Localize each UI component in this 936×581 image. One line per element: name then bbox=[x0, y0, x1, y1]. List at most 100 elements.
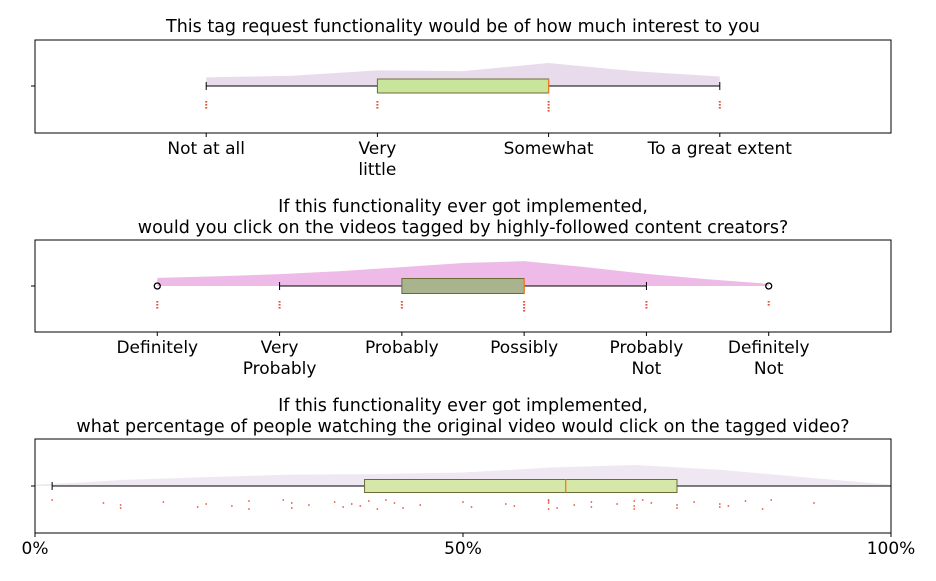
response-point bbox=[616, 503, 618, 505]
response-point bbox=[342, 506, 344, 508]
response-point bbox=[401, 307, 403, 309]
response-point bbox=[719, 506, 721, 508]
x-tick-label: Not bbox=[754, 359, 784, 379]
chart-title-line: If this functionality ever got implement… bbox=[278, 396, 648, 416]
x-tick-label: Probably bbox=[243, 359, 317, 379]
panel-click-creators: If this functionality ever got implement… bbox=[31, 197, 891, 379]
response-point bbox=[523, 310, 525, 312]
x-tick-label: Definitely bbox=[728, 338, 810, 358]
response-point bbox=[693, 501, 695, 503]
response-point bbox=[279, 301, 281, 303]
response-point bbox=[334, 501, 336, 503]
x-tick-label: Probably bbox=[365, 338, 439, 358]
response-point bbox=[156, 304, 158, 306]
response-point bbox=[156, 307, 158, 309]
response-point bbox=[308, 504, 310, 506]
response-point bbox=[591, 506, 593, 508]
response-point bbox=[676, 507, 678, 509]
response-point bbox=[633, 508, 635, 510]
response-point bbox=[402, 507, 404, 509]
x-tick-label: 0% bbox=[22, 539, 49, 559]
x-tick-label: Somewhat bbox=[504, 139, 594, 159]
response-point bbox=[205, 107, 207, 109]
chart-title-line: what percentage of people watching the o… bbox=[76, 417, 849, 437]
response-point bbox=[231, 505, 233, 507]
response-point bbox=[523, 307, 525, 309]
response-point bbox=[120, 507, 122, 509]
response-point bbox=[279, 304, 281, 306]
response-point bbox=[548, 508, 550, 510]
iqr-box bbox=[402, 279, 524, 294]
response-point bbox=[156, 301, 158, 303]
iqr-box bbox=[365, 480, 677, 493]
response-point bbox=[394, 502, 396, 504]
response-point bbox=[548, 502, 550, 504]
response-point bbox=[719, 503, 721, 505]
response-point bbox=[745, 500, 747, 502]
response-point bbox=[248, 500, 250, 502]
response-point bbox=[513, 505, 515, 507]
panel-interest: This tag request functionality would be … bbox=[31, 17, 891, 180]
response-point bbox=[377, 508, 379, 510]
response-point bbox=[633, 500, 635, 502]
response-point bbox=[205, 104, 207, 106]
response-point bbox=[279, 307, 281, 309]
response-point bbox=[645, 301, 647, 303]
response-point bbox=[376, 104, 378, 106]
response-point bbox=[205, 101, 207, 103]
chart-title-line: would you click on the videos tagged by … bbox=[138, 218, 789, 238]
x-tick-label: Not bbox=[632, 359, 662, 379]
x-tick-label: little bbox=[358, 160, 396, 180]
x-tick-label: Definitely bbox=[116, 338, 198, 358]
x-tick-label: Possibly bbox=[490, 338, 558, 358]
response-point bbox=[291, 502, 293, 504]
response-point bbox=[633, 505, 635, 507]
iqr-box bbox=[377, 79, 548, 93]
response-point bbox=[419, 504, 421, 506]
response-point bbox=[768, 304, 770, 306]
response-point bbox=[401, 301, 403, 303]
response-point bbox=[548, 107, 550, 109]
chart-title-line: If this functionality ever got implement… bbox=[278, 197, 648, 217]
response-point bbox=[282, 499, 284, 501]
response-point bbox=[548, 499, 550, 501]
response-point bbox=[770, 499, 772, 501]
response-point bbox=[103, 502, 105, 504]
response-point bbox=[205, 503, 207, 505]
response-point bbox=[573, 504, 575, 506]
response-point bbox=[523, 304, 525, 306]
response-point bbox=[385, 499, 387, 501]
response-point bbox=[591, 501, 593, 503]
panel-click-percentage: If this functionality ever got implement… bbox=[22, 396, 916, 559]
response-point bbox=[351, 503, 353, 505]
response-point bbox=[163, 501, 165, 503]
x-tick-label: 100% bbox=[867, 539, 916, 559]
response-point bbox=[548, 101, 550, 103]
response-point bbox=[650, 502, 652, 504]
response-point bbox=[197, 506, 199, 508]
x-tick-label: Very bbox=[261, 338, 299, 358]
response-point bbox=[401, 304, 403, 306]
response-point bbox=[376, 101, 378, 103]
x-tick-label: To a great extent bbox=[647, 139, 793, 159]
response-point bbox=[548, 110, 550, 112]
response-point bbox=[505, 503, 507, 505]
response-point bbox=[645, 304, 647, 306]
response-point bbox=[762, 508, 764, 510]
response-point bbox=[768, 301, 770, 303]
response-point bbox=[548, 104, 550, 106]
response-point bbox=[462, 501, 464, 503]
response-point bbox=[51, 499, 53, 501]
response-point bbox=[642, 499, 644, 501]
response-point bbox=[645, 307, 647, 309]
response-point bbox=[359, 505, 361, 507]
response-point bbox=[719, 104, 721, 106]
response-point bbox=[676, 504, 678, 506]
response-point bbox=[813, 502, 815, 504]
response-point bbox=[291, 507, 293, 509]
response-point bbox=[471, 506, 473, 508]
response-point bbox=[719, 107, 721, 109]
response-point bbox=[556, 507, 558, 509]
response-point bbox=[248, 508, 250, 510]
